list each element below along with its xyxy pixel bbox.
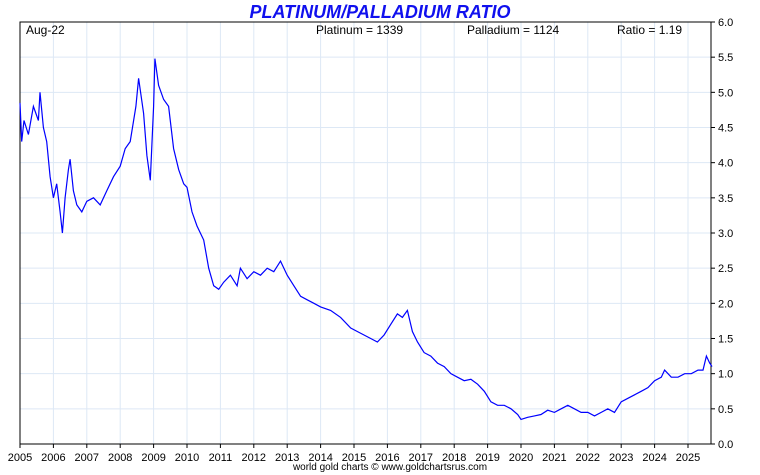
- x-tick-label: 2010: [175, 452, 199, 464]
- x-tick-label: 2009: [141, 452, 165, 464]
- y-tick-label: 3.5: [718, 193, 733, 205]
- x-tick-label: 2015: [342, 452, 366, 464]
- x-tick-label: 2018: [442, 452, 466, 464]
- x-tick-label: 2011: [209, 452, 233, 464]
- y-tick-label: 0.5: [718, 404, 733, 416]
- plot-border: [19, 21, 712, 445]
- x-tick-label: 2007: [75, 452, 99, 464]
- x-tick-label: 2025: [676, 452, 700, 464]
- x-tick-label: 2014: [308, 452, 332, 464]
- x-tick-label: 2006: [41, 452, 65, 464]
- ratio-value: Ratio = 1.19: [617, 23, 683, 37]
- y-tick-label: 5.0: [718, 87, 733, 99]
- x-tick-label: 2020: [509, 452, 533, 464]
- y-tick-label: 0.0: [718, 439, 733, 451]
- x-tick-label: 2008: [108, 452, 132, 464]
- y-tick-label: 2.5: [718, 263, 733, 275]
- y-tick-label: 1.5: [718, 334, 733, 346]
- footer-credit: world gold charts © www.goldchartsrus.co…: [292, 462, 488, 473]
- x-tick-label: 2013: [275, 452, 299, 464]
- y-tick-label: 3.0: [718, 228, 733, 240]
- palladium-price: Palladium = 1124: [467, 23, 560, 37]
- y-tick-label: 2.0: [718, 298, 733, 310]
- y-tick-label: 4.0: [718, 158, 733, 170]
- x-tick-label: 2022: [576, 452, 600, 464]
- x-tick-label: 2023: [609, 452, 633, 464]
- x-tick-label: 2016: [375, 452, 399, 464]
- ratio-line: [19, 58, 713, 421]
- x-tick-label: 2017: [409, 452, 433, 464]
- x-tick-label: 2024: [642, 452, 666, 464]
- x-tick-label: 2019: [475, 452, 499, 464]
- chart-title: PLATINUM/PALLADIUM RATIO: [249, 2, 511, 22]
- date-label: Aug-22: [26, 23, 65, 37]
- x-tick-label: 2021: [542, 452, 566, 464]
- y-tick-label: 4.5: [718, 123, 733, 135]
- y-tick-label: 1.0: [718, 369, 733, 381]
- y-tick-label: 5.5: [718, 52, 733, 64]
- x-tick-label: 2012: [242, 452, 266, 464]
- y-tick-label: 6.0: [718, 17, 733, 29]
- x-tick-label: 2005: [8, 452, 32, 464]
- platinum-price: Platinum = 1339: [316, 23, 404, 37]
